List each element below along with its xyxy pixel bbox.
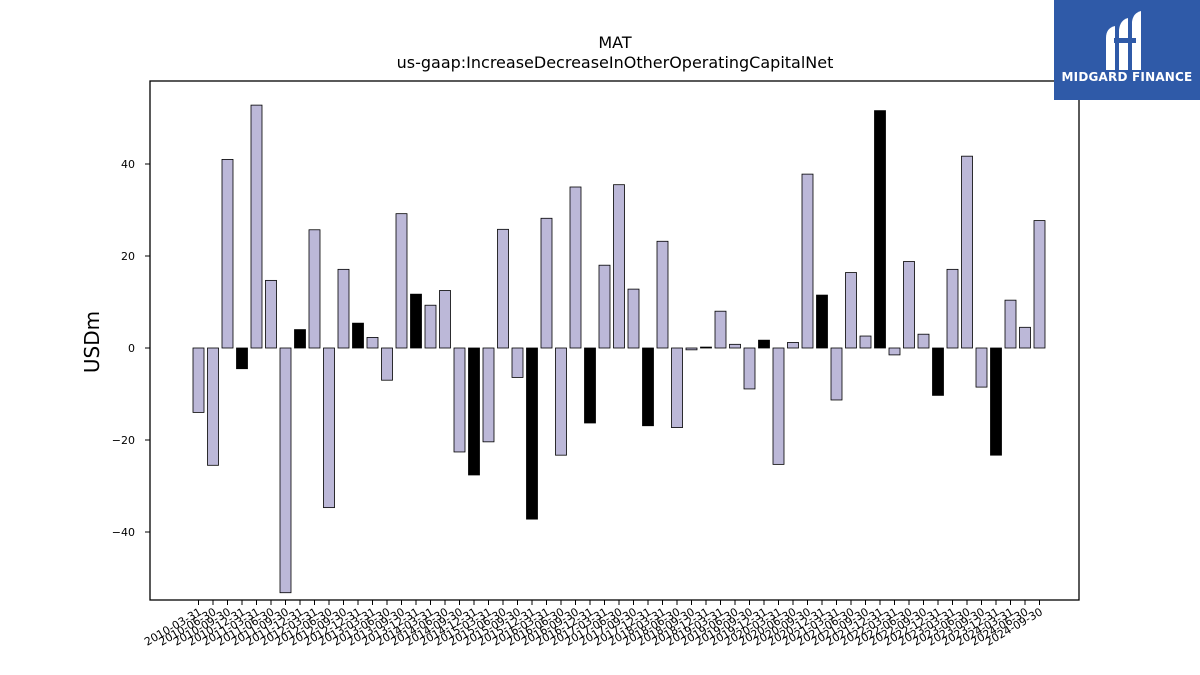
bar-2022-06-30 [903,261,915,349]
y-tick-label: 40 [121,158,135,171]
bar-2023-03-31 [946,268,959,349]
y-axis-ticks: −40 −20 0 20 40 [112,158,150,539]
chart-subtitle: us-gaap:IncreaseDecreaseInOtherOperating… [397,53,834,72]
bar-2013-09-30 [395,213,408,349]
bar-2019-12-31 [758,339,770,349]
chart-title: MAT [598,33,632,52]
bar-2018-12-31 [700,346,712,349]
bar-2019-06-30 [729,343,741,349]
bar-2011-09-30 [279,347,292,594]
midgard-finance-logo: MIDGARD FINANCE [1054,0,1200,100]
bar-2010-03-31 [192,347,205,413]
bar-2023-12-31 [990,347,1002,456]
bar-2022-09-30 [917,333,930,349]
bar-2012-12-31 [352,322,364,349]
bar-2013-06-30 [381,347,393,381]
bar-2010-09-30 [221,158,234,349]
logo-text: MIDGARD FINANCE [1061,70,1193,84]
bar-2017-09-30 [627,288,640,349]
bar-2013-12-31 [410,293,422,349]
bar-2018-09-30 [685,347,698,351]
bar-2023-06-30 [961,155,973,349]
bars-layer [192,104,1046,594]
bar-2024-03-31 [1004,299,1017,349]
bar-2022-12-31 [932,347,944,396]
bar-2013-03-31 [366,337,379,349]
bar-2012-09-30 [337,268,350,349]
bar-2021-09-30 [859,335,872,349]
x-axis-ticks: 2010-03-312010-06-302010-09-302010-12-31… [142,600,1045,649]
bar-2015-03-31 [482,347,495,443]
bar-2017-12-31 [642,347,654,427]
bar-2019-03-31 [714,310,727,349]
bar-2018-03-31 [656,240,669,349]
plot-frame [149,80,1080,601]
bar-2020-06-30 [787,342,799,349]
bar-2014-12-31 [468,347,480,476]
bar-2019-09-30 [743,347,756,390]
bar-2014-03-31 [424,304,437,349]
bar-2021-12-31 [874,110,886,349]
bar-2012-03-31 [308,229,321,349]
bar-2020-12-31 [816,294,828,349]
bar-2017-03-31 [598,264,611,349]
bar-2015-12-31 [526,347,538,520]
bar-2011-03-31 [250,104,263,349]
y-tick-label: 0 [128,342,135,355]
bar-2010-12-31 [236,347,248,370]
bar-2018-06-30 [671,347,683,428]
bar-2016-03-31 [540,217,553,349]
y-tick-label: −40 [112,526,135,539]
bar-2016-09-30 [569,186,582,349]
bar-2016-12-31 [584,347,596,424]
y-axis-label: USDm [80,311,104,373]
bar-2012-06-30 [323,347,335,509]
bar-2021-03-31 [830,347,843,401]
bar-2014-06-30 [439,290,451,349]
bar-2021-06-30 [845,272,857,349]
bar-2024-06-30 [1019,326,1031,349]
y-tick-label: −20 [112,434,135,447]
bar-2023-09-30 [975,347,988,388]
bar-2022-03-31 [888,347,901,356]
bar-2010-06-30 [207,347,219,466]
bar-2024-09-30 [1033,220,1046,349]
bar-2020-03-31 [772,347,785,465]
bar-2015-09-30 [511,347,524,378]
bar-2011-12-31 [294,329,306,349]
bar-2020-09-30 [801,173,814,349]
bar-2011-06-30 [265,279,277,349]
bar-2014-09-30 [453,347,466,453]
bar-2017-06-30 [613,184,625,349]
bar-2016-06-30 [555,347,567,456]
bar-2015-06-30 [497,228,509,349]
midgard-m-logo-icon [1106,11,1141,70]
y-tick-label: 20 [121,250,135,263]
